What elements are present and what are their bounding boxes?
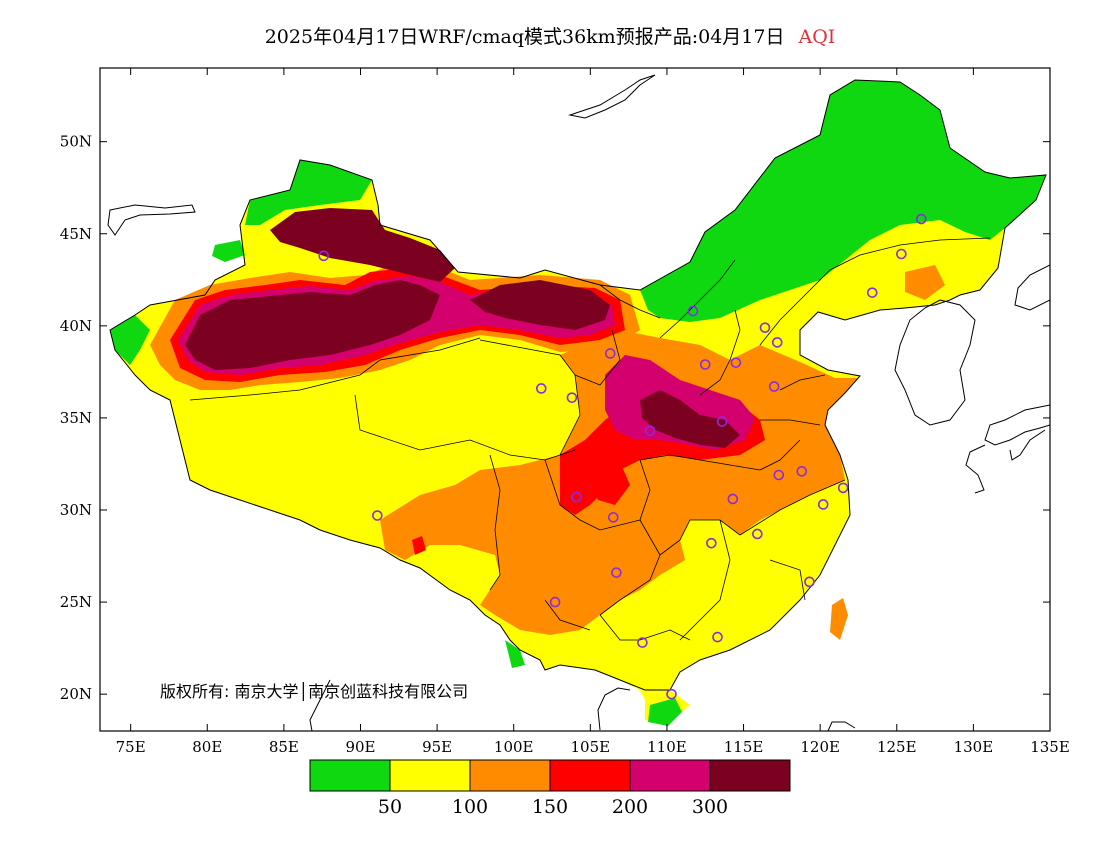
aqi-level-orange-liaoning — [905, 265, 945, 300]
aqi-level-red-sichuan — [585, 462, 630, 505]
station-marker — [915, 213, 927, 225]
aqi-level-maroon-tarim — [185, 280, 440, 370]
aqi-level-green-north-xinjiang — [245, 160, 372, 225]
station-marker — [896, 248, 907, 260]
station-marker — [804, 576, 815, 588]
lon-tick-label: 110E — [647, 738, 687, 756]
station-marker — [837, 482, 849, 494]
aqi-level-maroon-gansu-mongolia — [470, 280, 610, 330]
coastline-korea — [894, 299, 976, 426]
aqi-level-red-tibet-spot — [412, 536, 426, 555]
colorbar-swatch — [549, 759, 631, 792]
lat-tick-label: 30N — [60, 501, 92, 519]
province-lines — [189, 237, 991, 641]
coastline-indochina — [309, 679, 856, 731]
lon-tick-label: 105E — [571, 738, 611, 756]
coastline-japan — [965, 264, 1050, 494]
station-marker — [699, 359, 711, 370]
station-marker — [712, 631, 723, 643]
colorbar-label: 200 — [612, 796, 648, 818]
station-marker — [687, 305, 699, 317]
station-marker — [759, 322, 771, 333]
station-marker — [730, 357, 742, 368]
axis-ticks: 50N 45N 40N 35N 30N 25N 20N 75E 80E 85E 90E 95E 100E… — [60, 68, 1070, 756]
aqi-level-green-ili — [212, 240, 245, 262]
aqi-level-green-yunnan — [505, 640, 525, 668]
lon-tick-label: 95E — [422, 738, 452, 756]
lat-tick-label: 35N — [60, 409, 92, 427]
colorbar-label: 50 — [378, 796, 402, 818]
lat-tick-label: 45N — [60, 225, 92, 243]
station-marker — [866, 287, 878, 298]
title-variable: AQI — [798, 26, 836, 48]
lat-tick-label: 20N — [60, 685, 92, 703]
station-marker — [608, 512, 619, 523]
aqi-level-maroon-junggar — [270, 208, 455, 282]
title-main: 2025年04月17日WRF/cmaq模式36km预报产品:04月17日 — [264, 26, 785, 48]
station-marker — [666, 688, 677, 700]
lat-tick-label: 50N — [60, 133, 92, 151]
station-marker — [372, 510, 383, 521]
colorbar-swatch — [389, 759, 471, 792]
station-marker — [318, 250, 330, 262]
aqi-level-green-west — [110, 315, 150, 365]
colorbar-swatch — [309, 759, 391, 792]
station-marker — [644, 425, 656, 437]
city-stations — [318, 213, 927, 700]
colorbar-label: 150 — [532, 796, 568, 818]
station-marker — [611, 567, 622, 578]
credit-text: 版权所有: 南京大学│南京创蓝科技有限公司 — [160, 681, 468, 701]
boundaries — [107, 74, 1050, 731]
map-frame — [99, 67, 1051, 732]
colorbar-swatch — [629, 759, 711, 792]
lon-tick-label: 85E — [269, 738, 299, 756]
station-marker — [771, 337, 783, 348]
station-marker — [773, 469, 785, 481]
station-marker — [817, 499, 829, 510]
station-marker — [571, 491, 582, 503]
china-outline — [109, 79, 1047, 691]
station-marker — [752, 528, 763, 540]
lon-tick-label: 130E — [954, 738, 994, 756]
lat-tick-label: 40N — [60, 317, 92, 335]
map-plot-area: 版权所有: 南京大学│南京创蓝科技有限公司 — [107, 74, 1050, 731]
colorbar-swatch — [709, 759, 791, 792]
station-marker — [566, 392, 578, 403]
aqi-level-green-northeast — [640, 80, 1046, 322]
colorbar-swatch — [469, 759, 551, 792]
coastline-sakhalin — [568, 74, 656, 119]
lon-tick-label: 125E — [877, 738, 917, 756]
aqi-level-maroon-central — [640, 390, 740, 448]
map-title: 2025年04月17日WRF/cmaq模式36km预报产品:04月17日 AQI — [0, 22, 1100, 49]
coastline-caspian — [107, 204, 196, 236]
station-marker — [768, 381, 780, 392]
station-marker — [706, 537, 717, 549]
lon-tick-label: 135E — [1030, 738, 1070, 756]
station-marker — [727, 493, 739, 505]
lon-tick-label: 120E — [800, 738, 840, 756]
aqi-level-orange-taiwan — [830, 598, 848, 640]
lon-tick-label: 75E — [116, 738, 146, 756]
station-marker — [604, 348, 616, 359]
colorbar: 50 100 150 200 300 — [309, 759, 791, 818]
colorbar-label: 100 — [452, 796, 488, 818]
lat-tick-label: 25N — [60, 593, 92, 611]
station-marker — [716, 416, 728, 427]
station-marker — [549, 596, 561, 608]
lon-tick-label: 115E — [724, 738, 764, 756]
lon-tick-label: 100E — [494, 738, 534, 756]
lon-tick-label: 90E — [345, 738, 375, 756]
station-marker — [796, 466, 808, 477]
aqi-level-green-hainan — [648, 698, 682, 726]
station-marker — [535, 383, 547, 394]
station-marker — [637, 637, 648, 648]
lon-tick-label: 80E — [192, 738, 222, 756]
colorbar-label: 300 — [692, 796, 728, 818]
aqi-field — [110, 80, 1046, 726]
